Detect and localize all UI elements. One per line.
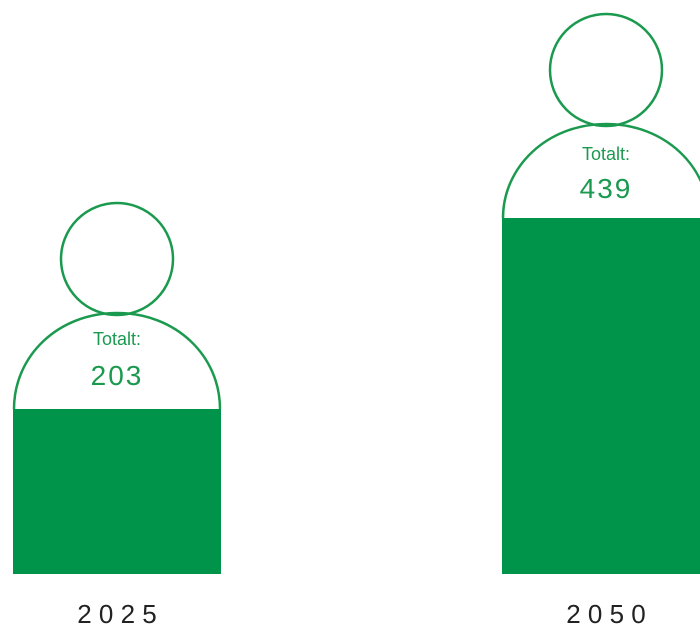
value-label-2050: 439 bbox=[580, 173, 633, 204]
value-prefix-2025: Totalt: bbox=[93, 329, 141, 349]
value-prefix-2050: Totalt: bbox=[582, 144, 630, 164]
figure-head bbox=[548, 12, 664, 128]
bar-2025 bbox=[13, 409, 221, 574]
category-label-2050: 2 0 5 0 bbox=[566, 599, 646, 629]
bar-2050 bbox=[502, 218, 700, 574]
figure-2050: Totalt: 439 2 0 5 0 bbox=[501, 12, 700, 629]
figure-2025: Totalt: 203 2 0 2 5 bbox=[12, 201, 222, 629]
figure-torso-outline bbox=[501, 122, 700, 219]
category-label-2025: 2 0 2 5 bbox=[77, 599, 157, 629]
figure-head bbox=[59, 201, 175, 317]
figure-torso-outline bbox=[12, 311, 222, 410]
value-label-2025: 203 bbox=[91, 360, 144, 391]
